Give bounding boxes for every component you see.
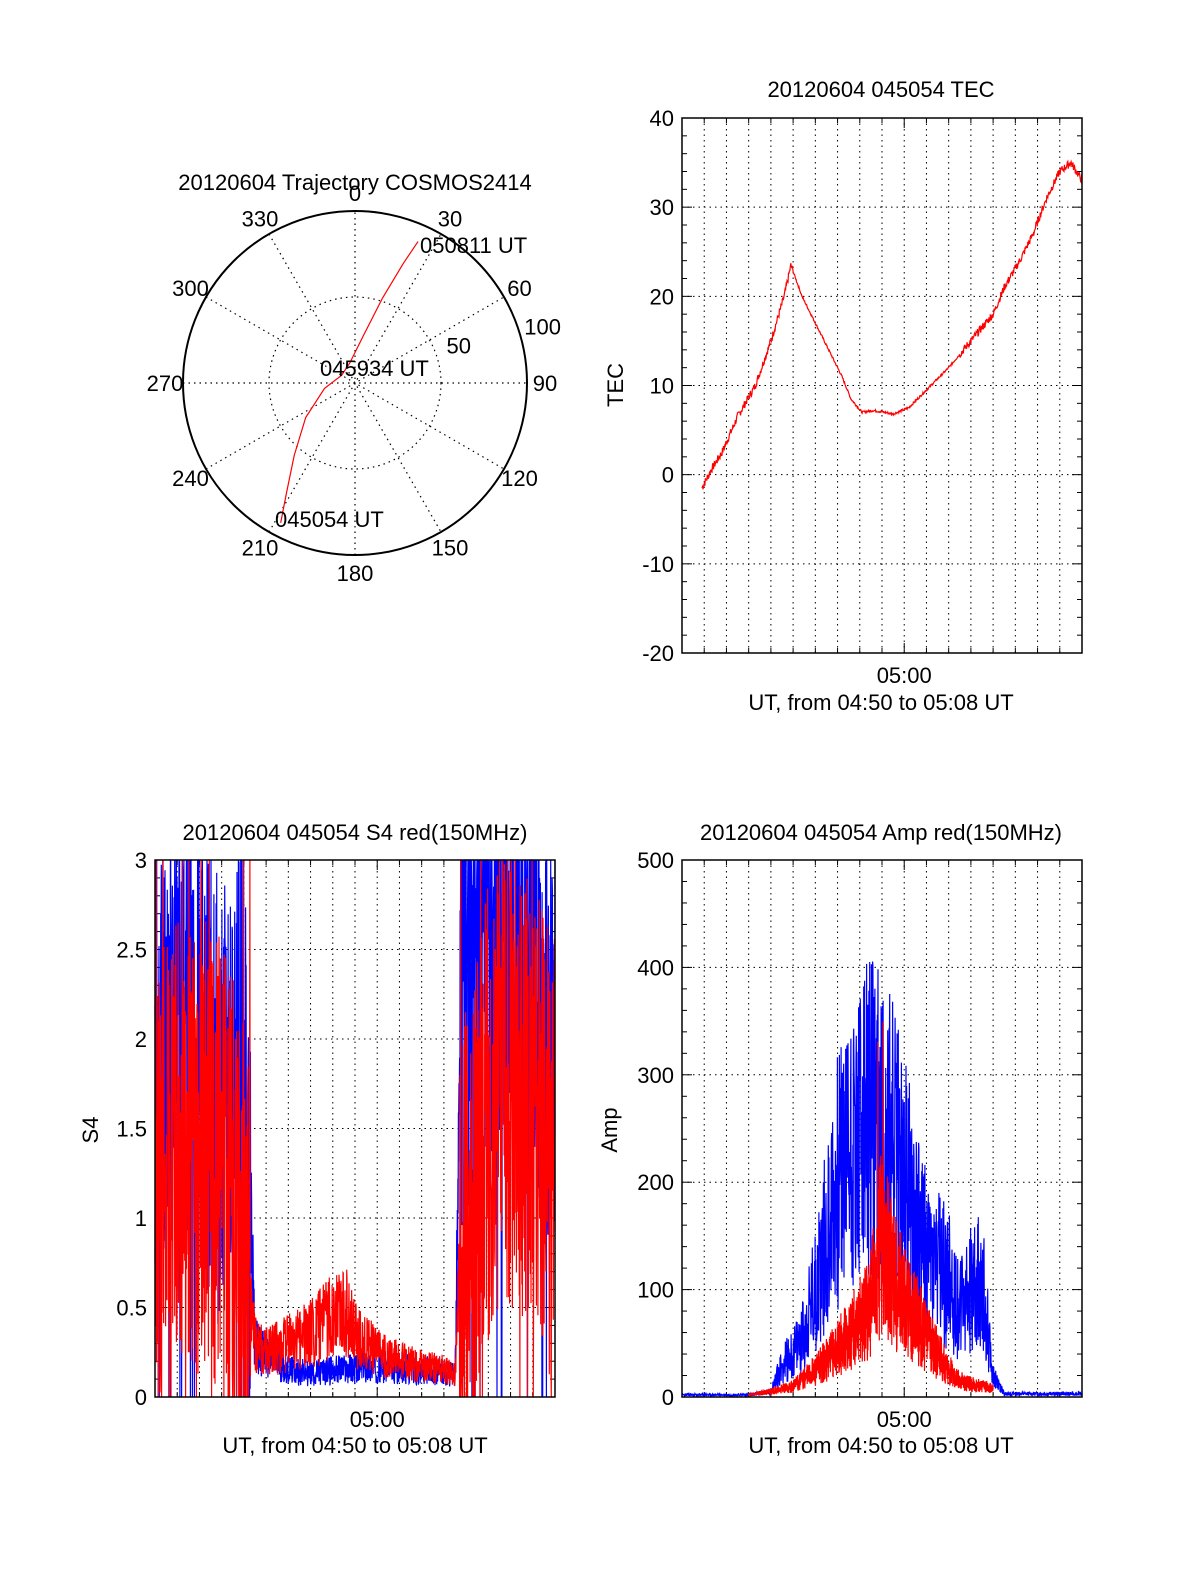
polar-azimuth-label: 180: [337, 561, 374, 586]
y-tick-label: 30: [650, 195, 674, 220]
amp-grid: [681, 859, 1083, 1398]
polar-inner-ring: [268, 296, 442, 470]
y-tick-label: 500: [637, 848, 674, 873]
y-tick-label: 0.5: [116, 1296, 147, 1321]
trajectory-line: [280, 241, 419, 523]
s4-y-axis-label: S4: [78, 1117, 103, 1144]
tec-x-tick-label: 05:00: [877, 663, 932, 688]
amp-x-axis-label: UT, from 04:50 to 05:08 UT: [748, 1433, 1013, 1458]
trajectory-end-label: 050811 UT: [420, 233, 527, 258]
tec-frame: [681, 117, 1083, 654]
y-tick-label: 200: [637, 1170, 674, 1195]
y-tick-label: 0: [662, 1385, 674, 1410]
s4-frame: [154, 859, 556, 1398]
polar-radial-label: 50: [447, 334, 471, 359]
amp-y-axis-label: Amp: [597, 1107, 622, 1152]
tec-grid: [681, 117, 1083, 654]
trajectory-start-label: 045054 UT: [275, 507, 384, 532]
y-tick-label: -10: [642, 552, 674, 577]
tec-y-tick-labels: -20 -10 0 10 20 30 40: [642, 106, 674, 666]
polar-azimuth-label: 240: [172, 466, 209, 491]
y-tick-label: -20: [642, 641, 674, 666]
polar-azimuth-label: 0: [349, 181, 361, 206]
s4-x-tick-label: 05:00: [350, 1407, 405, 1432]
amp-red-series-line: [748, 1021, 994, 1398]
polar-azimuth-label: 60: [507, 276, 531, 301]
polar-radial-labels: 50 100: [447, 314, 561, 358]
s4-chart: 20120604 045054 S4 red(150MHz) 0 0.5 1 1.5 2…: [78, 820, 556, 1458]
amp-chart: 20120604 045054 Amp red(150MHz) 0 100 200 3…: [597, 820, 1083, 1458]
trajectory-middle-label: 045934 UT: [320, 356, 429, 381]
polar-azimuth-label: 330: [242, 206, 279, 231]
polar-azimuth-label: 30: [438, 206, 462, 231]
tec-y-axis-label: TEC: [603, 363, 628, 407]
polar-azimuth-labels: 0 30 60 90 120 150 180 210 240 270 300 330: [147, 181, 558, 586]
y-tick-label: 100: [637, 1278, 674, 1303]
polar-azimuth-label: 150: [432, 536, 469, 561]
polar-radial-label: 100: [524, 314, 561, 339]
y-tick-label: 0: [662, 463, 674, 488]
polar-spoke: [268, 233, 442, 533]
y-tick-label: 2.5: [116, 938, 147, 963]
tec-x-axis-label: UT, from 04:50 to 05:08 UT: [748, 690, 1013, 715]
y-tick-label: 10: [650, 374, 674, 399]
polar-azimuth-label: 90: [533, 371, 557, 396]
amp-frame: [681, 859, 1083, 1398]
s4-x-axis-label: UT, from 04:50 to 05:08 UT: [222, 1433, 487, 1458]
polar-title: 20120604 Trajectory COSMOS2414: [178, 170, 531, 195]
s4-title: 20120604 045054 S4 red(150MHz): [183, 820, 528, 845]
y-tick-label: 1.5: [116, 1117, 147, 1142]
tec-title: 20120604 045054 TEC: [767, 77, 994, 102]
y-tick-label: 1: [135, 1206, 147, 1231]
y-tick-label: 3: [135, 848, 147, 873]
amp-x-tick-label: 05:00: [877, 1407, 932, 1432]
polar-azimuth-label: 270: [147, 371, 184, 396]
amp-title: 20120604 045054 Amp red(150MHz): [700, 820, 1062, 845]
polar-grid: [182, 210, 528, 556]
tec-series-line: [701, 159, 1083, 490]
y-tick-label: 40: [650, 106, 674, 131]
tec-chart: 20120604 045054 TEC -20 -10 0 10 20 30 40 05:0…: [603, 77, 1083, 715]
y-tick-label: 0: [135, 1385, 147, 1410]
s4-red-series-line: [154, 859, 556, 1398]
s4-y-tick-labels: 0 0.5 1 1.5 2 2.5 3: [116, 848, 147, 1410]
polar-azimuth-label: 300: [172, 276, 209, 301]
polar-azimuth-label: 120: [501, 466, 538, 491]
y-tick-label: 20: [650, 284, 674, 309]
y-tick-label: 300: [637, 1063, 674, 1088]
polar-azimuth-label: 210: [242, 536, 279, 561]
amp-y-tick-labels: 0 100 200 300 400 500: [637, 848, 674, 1410]
y-tick-label: 400: [637, 955, 674, 980]
polar-trajectory-chart: 20120604 Trajectory COSMOS2414 0 30 60 90 12…: [147, 170, 561, 586]
y-tick-label: 2: [135, 1027, 147, 1052]
